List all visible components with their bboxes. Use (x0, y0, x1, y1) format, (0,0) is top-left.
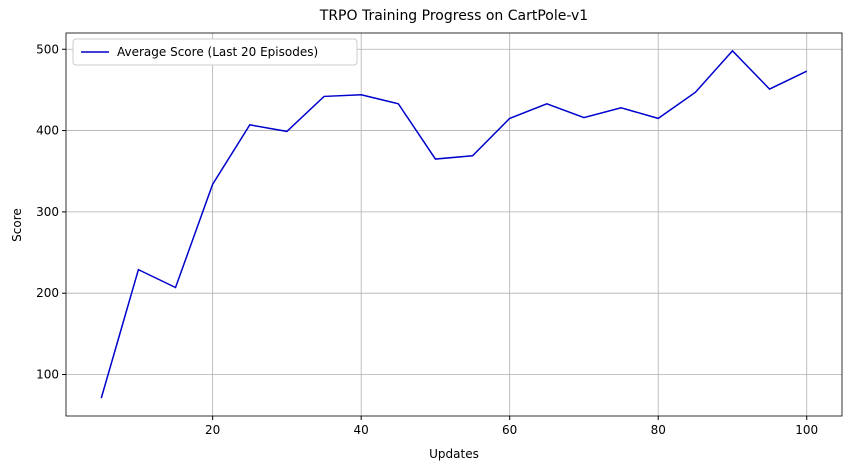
y-tick-label: 200 (36, 286, 59, 300)
x-tick-label: 60 (502, 423, 517, 437)
x-tick-label: 80 (651, 423, 666, 437)
x-tick-label: 20 (205, 423, 220, 437)
chart-title: TRPO Training Progress on CartPole-v1 (319, 8, 588, 24)
y-tick-label: 400 (36, 124, 59, 138)
x-axis-label: Updates (429, 447, 479, 461)
y-axis-label: Score (10, 208, 24, 242)
plot-frame (65, 32, 843, 417)
data-line (100, 49, 808, 399)
x-tick-label: 40 (354, 423, 369, 437)
x-tick-label: 100 (795, 423, 818, 437)
y-tick-label: 100 (36, 368, 59, 382)
legend-label: Average Score (Last 20 Episodes) (117, 45, 318, 59)
legend-box (72, 38, 358, 66)
y-tick-label: 300 (36, 205, 59, 219)
y-tick-label: 500 (36, 42, 59, 56)
